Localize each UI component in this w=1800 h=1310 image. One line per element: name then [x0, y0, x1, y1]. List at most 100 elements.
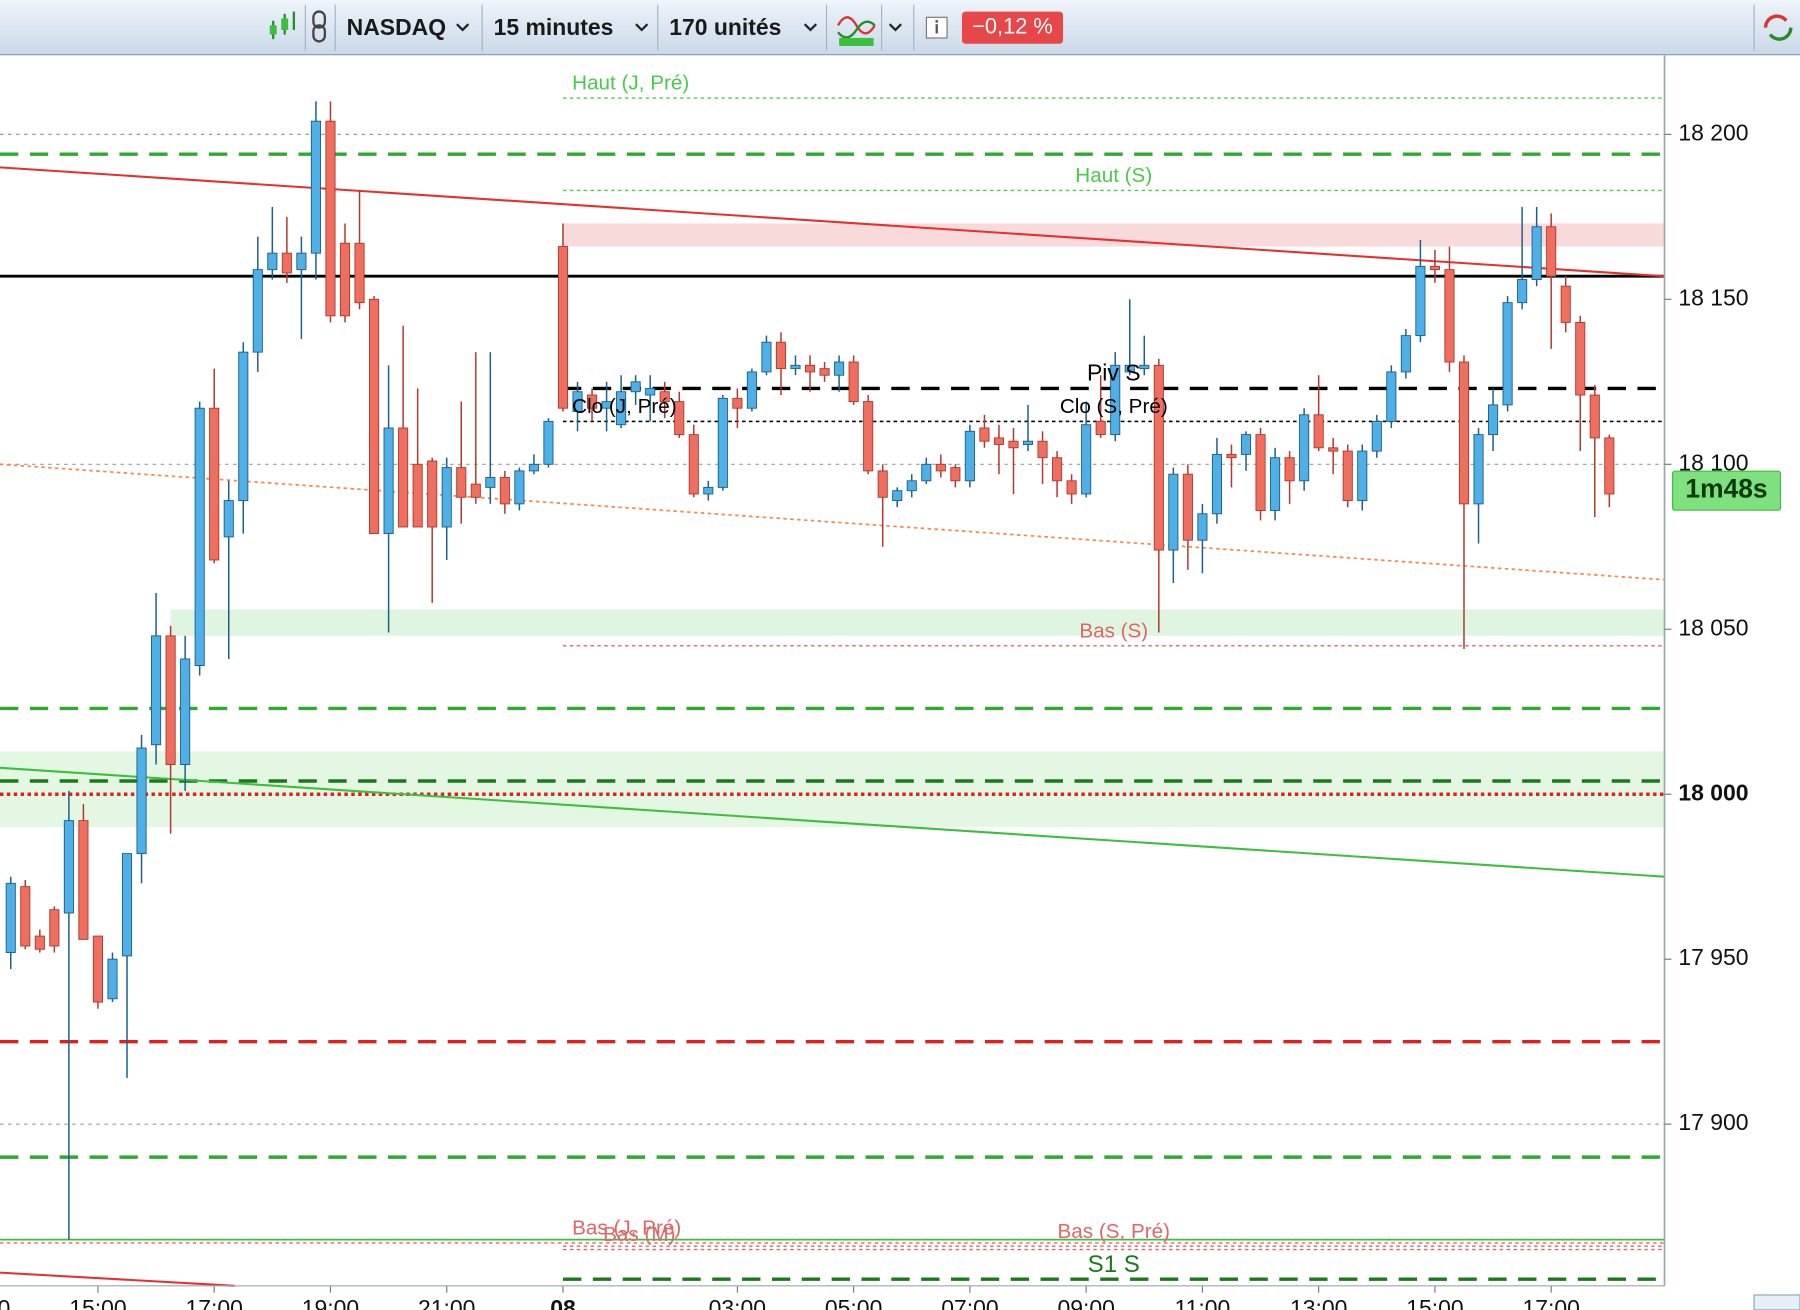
candle-body — [674, 401, 685, 436]
level-label: Bas (J, Pré) — [572, 1217, 681, 1240]
candle-body — [1139, 364, 1150, 370]
candle-body — [1313, 414, 1324, 449]
candle-body — [78, 820, 89, 940]
candle-body — [1066, 480, 1077, 495]
countdown-label: 1m48s — [1685, 474, 1767, 504]
link-icon[interactable] — [312, 10, 327, 43]
indicator-menu[interactable] — [888, 23, 902, 32]
candle-body — [543, 420, 554, 465]
candle-body — [325, 120, 336, 317]
candle-body — [470, 483, 481, 498]
y-tick-label: 18 050 — [1678, 614, 1748, 640]
candle-body — [485, 477, 496, 488]
level-label: Haut (S) — [1075, 164, 1152, 187]
candle-body — [819, 368, 830, 376]
candle-body — [572, 391, 583, 412]
symbol-dropdown[interactable]: NASDAQ — [347, 14, 470, 40]
candle-body — [1517, 279, 1528, 304]
candle-body — [1037, 440, 1048, 459]
candle-body — [194, 407, 205, 667]
change-badge: −0,12 % — [961, 11, 1064, 44]
period: 15 minutes — [494, 14, 614, 40]
x-tick-label: 07:00 — [941, 1295, 998, 1310]
candle-body — [1546, 226, 1557, 277]
toolbar-bg — [0, 0, 1800, 56]
candle-body — [354, 242, 365, 304]
candle-body — [412, 463, 423, 528]
candle-body — [1299, 414, 1310, 482]
candle-body — [49, 909, 60, 947]
candle-body — [398, 427, 409, 528]
candle-body — [659, 391, 670, 403]
candle-body — [1604, 437, 1615, 495]
candle-body — [209, 407, 220, 561]
candle-body — [979, 427, 990, 442]
candle-body — [761, 341, 772, 373]
candle-body — [238, 351, 249, 502]
y-tick-label: 17 950 — [1678, 944, 1748, 970]
candle-body — [1560, 285, 1571, 323]
indicator-icon[interactable] — [837, 16, 876, 47]
trend-line — [0, 166, 1665, 278]
period-dropdown[interactable]: 15 minutes — [494, 14, 649, 40]
candle-body — [121, 853, 133, 957]
candle-body — [441, 467, 452, 528]
y-tick-label: 18 200 — [1678, 119, 1748, 145]
candle-body — [1284, 457, 1295, 482]
refresh-button[interactable] — [1763, 14, 1793, 41]
candle-body — [1473, 434, 1484, 505]
units-dropdown[interactable]: 170 unités — [669, 14, 818, 40]
scroll-button[interactable] — [1753, 1294, 1800, 1310]
candle-body — [921, 463, 932, 482]
zone-band — [170, 609, 1665, 636]
level-label: Bas (M) — [603, 1223, 675, 1246]
candle-body — [1386, 371, 1397, 422]
candle-body — [1444, 269, 1455, 363]
x-tick-label: 17:00 — [1522, 1295, 1579, 1310]
x-tick-label: 03:00 — [709, 1295, 766, 1310]
candle-body — [557, 246, 569, 409]
candle-body — [964, 430, 975, 482]
candle-body — [1226, 453, 1237, 459]
candle-body — [252, 269, 263, 353]
x-tick-label: 08 — [550, 1295, 576, 1310]
trend-line — [0, 463, 1665, 581]
candle-body — [499, 477, 510, 505]
candle-body — [1575, 321, 1586, 396]
candle-body — [20, 886, 31, 947]
candle-body — [1458, 361, 1470, 505]
candle-body — [1052, 457, 1063, 482]
y-tick-label: 18 000 — [1678, 779, 1748, 805]
candle-body — [906, 480, 917, 492]
candle-body — [1328, 447, 1339, 452]
x-tick-label: 13:00 — [1290, 1295, 1347, 1310]
candle-body — [688, 434, 699, 495]
candle-icon[interactable] — [269, 11, 296, 40]
x-tick-label: 13:00 — [0, 1295, 10, 1310]
candle-body — [1240, 434, 1252, 455]
candle-body — [601, 401, 612, 409]
candle-body — [369, 298, 380, 535]
candle-body — [296, 252, 307, 271]
units: 170 unités — [669, 14, 781, 40]
candle-body — [267, 252, 278, 271]
candle-body — [339, 242, 351, 317]
candle-body — [848, 361, 859, 403]
trend-line — [0, 1271, 235, 1287]
candle-body — [877, 470, 888, 498]
candle-body — [1342, 450, 1353, 502]
info-button[interactable] — [925, 16, 948, 39]
candle-body — [804, 364, 816, 373]
candle-body — [92, 935, 103, 1003]
x-tick-label: 15:00 — [69, 1295, 126, 1310]
x-tick-label: 19:00 — [302, 1295, 359, 1310]
toolbar: NASDAQ 15 minutes 170 unités −0,12 % — [0, 0, 1800, 56]
candle-body — [1400, 335, 1411, 373]
candle-body — [456, 467, 467, 498]
candle-body — [1211, 453, 1222, 515]
candle-body — [1124, 364, 1135, 373]
y-tick-label: 18 150 — [1678, 284, 1748, 310]
candle-body — [993, 437, 1005, 445]
